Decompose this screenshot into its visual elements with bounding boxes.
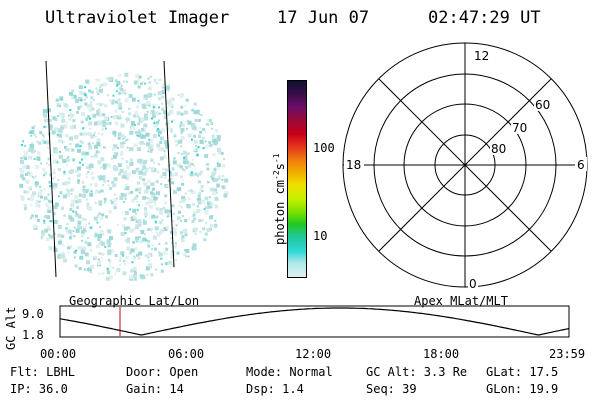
- longitude-line-right: [163, 60, 175, 268]
- colorbar-tick-10: 10: [313, 229, 328, 243]
- orbit-xtick-4: 23:59: [549, 347, 586, 361]
- orbit-ytick-1.8: 1.8: [22, 328, 44, 342]
- instrument-title: Ultraviolet Imager: [45, 8, 230, 28]
- mlat-label-80: 80: [491, 142, 506, 156]
- orbit-left-title: Geographic Lat/Lon: [69, 294, 200, 308]
- status-glat: GLat: 17.5: [486, 365, 559, 379]
- orbit-xtick-3: 18:00: [423, 347, 460, 361]
- mlt-line-diag2: [378, 78, 552, 252]
- status-mode: Mode: Normal: [246, 365, 333, 379]
- status-seq: Seq: 39: [366, 382, 417, 396]
- aurora-speckles: [19, 72, 229, 281]
- orbit-ytick-9: 9.0: [22, 307, 44, 321]
- polar-mlat-mlt-plot: 12 18 6 0 60 70 80: [342, 42, 588, 291]
- status-gain: Gain: 14: [126, 382, 184, 396]
- orbit-xtick-0: 00:00: [40, 347, 77, 361]
- colorbar-tick-100: 100: [313, 141, 335, 155]
- mlt-label-12: 12: [474, 49, 489, 63]
- longitude-line-left: [45, 60, 57, 278]
- status-filter: Flt: LBHL: [10, 365, 76, 379]
- mlat-label-60: 60: [535, 98, 550, 112]
- geographic-image: [19, 60, 229, 281]
- colorbar: [287, 80, 307, 278]
- mlt-label-0: 0: [469, 277, 477, 291]
- orbit-right-title: Apex MLat/MLT: [414, 294, 508, 308]
- colorbar-unit-label: photon cm-2s-1: [272, 153, 287, 245]
- orbit-ylabel: GC Alt: [4, 306, 18, 350]
- status-dsp: Dsp: 1.4: [246, 382, 304, 396]
- mlt-label-6: 6: [577, 158, 585, 172]
- status-door: Door: Open: [126, 365, 199, 379]
- orbit-xtick-1: 06:00: [168, 347, 205, 361]
- status-gc-alt: GC Alt: 3.3 Re: [366, 365, 468, 379]
- mlt-label-18: 18: [346, 158, 361, 172]
- status-ip: IP: 36.0: [10, 382, 68, 396]
- mlat-label-70: 70: [512, 121, 527, 135]
- orbit-xtick-2: 12:00: [295, 347, 332, 361]
- time-label: 02:47:29 UT: [428, 8, 541, 28]
- altitude-curve: [59, 307, 570, 336]
- status-glon: GLon: 19.9: [486, 382, 559, 396]
- orbit-plot-frame: [59, 305, 570, 338]
- orbit-altitude-plot: [59, 305, 570, 338]
- date-label: 17 Jun 07: [277, 8, 370, 28]
